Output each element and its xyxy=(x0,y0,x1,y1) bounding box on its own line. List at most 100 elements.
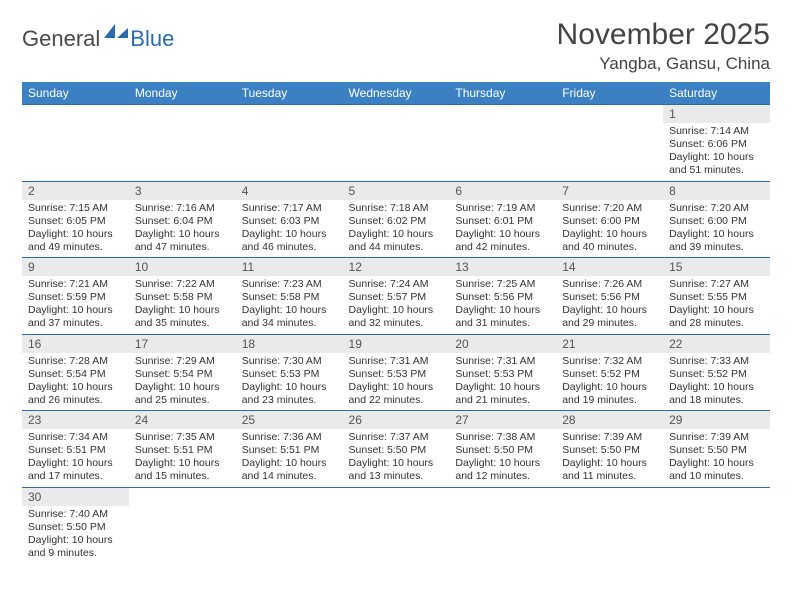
day-number-cell: 19 xyxy=(343,334,450,353)
sunrise-line: Sunrise: 7:17 AM xyxy=(242,202,337,215)
day-detail-cell: Sunrise: 7:18 AMSunset: 6:02 PMDaylight:… xyxy=(343,200,450,258)
sunrise-line: Sunrise: 7:16 AM xyxy=(135,202,230,215)
day-number-cell: 21 xyxy=(556,334,663,353)
day-detail-cell: Sunrise: 7:33 AMSunset: 5:52 PMDaylight:… xyxy=(663,353,770,411)
sunset-line: Sunset: 5:53 PM xyxy=(349,368,444,381)
sunrise-line: Sunrise: 7:22 AM xyxy=(135,278,230,291)
daylight-line: Daylight: 10 hours and 47 minutes. xyxy=(135,228,230,254)
day-detail-cell xyxy=(236,506,343,564)
day-number-cell: 24 xyxy=(129,411,236,430)
day-number-cell: 29 xyxy=(663,411,770,430)
sunrise-line: Sunrise: 7:33 AM xyxy=(669,355,764,368)
sunset-line: Sunset: 6:05 PM xyxy=(28,215,123,228)
sunset-line: Sunset: 5:59 PM xyxy=(28,291,123,304)
day-detail-cell: Sunrise: 7:37 AMSunset: 5:50 PMDaylight:… xyxy=(343,429,450,487)
detail-row: Sunrise: 7:28 AMSunset: 5:54 PMDaylight:… xyxy=(22,353,770,411)
day-detail-cell: Sunrise: 7:27 AMSunset: 5:55 PMDaylight:… xyxy=(663,276,770,334)
day-number-cell xyxy=(449,487,556,506)
day-number-cell xyxy=(449,105,556,124)
day-number-cell: 18 xyxy=(236,334,343,353)
sunset-line: Sunset: 6:02 PM xyxy=(349,215,444,228)
day-number-cell: 28 xyxy=(556,411,663,430)
day-header: Tuesday xyxy=(236,82,343,105)
day-detail-cell: Sunrise: 7:40 AMSunset: 5:50 PMDaylight:… xyxy=(22,506,129,564)
day-number-cell xyxy=(129,487,236,506)
sunrise-line: Sunrise: 7:29 AM xyxy=(135,355,230,368)
day-detail-cell: Sunrise: 7:20 AMSunset: 6:00 PMDaylight:… xyxy=(663,200,770,258)
sunrise-line: Sunrise: 7:34 AM xyxy=(28,431,123,444)
daylight-line: Daylight: 10 hours and 51 minutes. xyxy=(669,151,764,177)
day-number-cell: 20 xyxy=(449,334,556,353)
day-number-cell: 27 xyxy=(449,411,556,430)
day-number-cell xyxy=(663,487,770,506)
day-header: Wednesday xyxy=(343,82,450,105)
daylight-line: Daylight: 10 hours and 39 minutes. xyxy=(669,228,764,254)
day-detail-cell: Sunrise: 7:31 AMSunset: 5:53 PMDaylight:… xyxy=(449,353,556,411)
daylight-line: Daylight: 10 hours and 15 minutes. xyxy=(135,457,230,483)
day-number-cell xyxy=(22,105,129,124)
sunrise-line: Sunrise: 7:14 AM xyxy=(669,125,764,138)
day-detail-cell: Sunrise: 7:38 AMSunset: 5:50 PMDaylight:… xyxy=(449,429,556,487)
sunset-line: Sunset: 5:56 PM xyxy=(455,291,550,304)
day-detail-cell: Sunrise: 7:29 AMSunset: 5:54 PMDaylight:… xyxy=(129,353,236,411)
day-detail-cell xyxy=(449,506,556,564)
sunset-line: Sunset: 5:51 PM xyxy=(242,444,337,457)
daynum-row: 2345678 xyxy=(22,181,770,200)
daylight-line: Daylight: 10 hours and 21 minutes. xyxy=(455,381,550,407)
day-detail-cell: Sunrise: 7:31 AMSunset: 5:53 PMDaylight:… xyxy=(343,353,450,411)
day-number-cell: 13 xyxy=(449,258,556,277)
sunset-line: Sunset: 5:50 PM xyxy=(28,521,123,534)
day-number-cell: 3 xyxy=(129,181,236,200)
sunrise-line: Sunrise: 7:28 AM xyxy=(28,355,123,368)
day-number-cell xyxy=(129,105,236,124)
detail-row: Sunrise: 7:40 AMSunset: 5:50 PMDaylight:… xyxy=(22,506,770,564)
daylight-line: Daylight: 10 hours and 40 minutes. xyxy=(562,228,657,254)
daylight-line: Daylight: 10 hours and 19 minutes. xyxy=(562,381,657,407)
sunset-line: Sunset: 6:00 PM xyxy=(669,215,764,228)
sunset-line: Sunset: 5:51 PM xyxy=(28,444,123,457)
day-detail-cell: Sunrise: 7:17 AMSunset: 6:03 PMDaylight:… xyxy=(236,200,343,258)
sunset-line: Sunset: 5:52 PM xyxy=(562,368,657,381)
day-detail-cell: Sunrise: 7:24 AMSunset: 5:57 PMDaylight:… xyxy=(343,276,450,334)
sunrise-line: Sunrise: 7:18 AM xyxy=(349,202,444,215)
sunrise-line: Sunrise: 7:23 AM xyxy=(242,278,337,291)
day-detail-cell xyxy=(556,123,663,181)
day-detail-cell: Sunrise: 7:15 AMSunset: 6:05 PMDaylight:… xyxy=(22,200,129,258)
day-detail-cell xyxy=(663,506,770,564)
day-header: Thursday xyxy=(449,82,556,105)
sunset-line: Sunset: 5:50 PM xyxy=(349,444,444,457)
sunrise-line: Sunrise: 7:27 AM xyxy=(669,278,764,291)
sunset-line: Sunset: 5:52 PM xyxy=(669,368,764,381)
detail-row: Sunrise: 7:21 AMSunset: 5:59 PMDaylight:… xyxy=(22,276,770,334)
sunset-line: Sunset: 6:01 PM xyxy=(455,215,550,228)
day-number-cell: 15 xyxy=(663,258,770,277)
daylight-line: Daylight: 10 hours and 26 minutes. xyxy=(28,381,123,407)
sunrise-line: Sunrise: 7:25 AM xyxy=(455,278,550,291)
daylight-line: Daylight: 10 hours and 10 minutes. xyxy=(669,457,764,483)
sunrise-line: Sunrise: 7:36 AM xyxy=(242,431,337,444)
sunrise-line: Sunrise: 7:39 AM xyxy=(669,431,764,444)
detail-row: Sunrise: 7:14 AMSunset: 6:06 PMDaylight:… xyxy=(22,123,770,181)
sunset-line: Sunset: 5:58 PM xyxy=(135,291,230,304)
daynum-row: 23242526272829 xyxy=(22,411,770,430)
daylight-line: Daylight: 10 hours and 46 minutes. xyxy=(242,228,337,254)
sunset-line: Sunset: 5:51 PM xyxy=(135,444,230,457)
daylight-line: Daylight: 10 hours and 25 minutes. xyxy=(135,381,230,407)
daylight-line: Daylight: 10 hours and 44 minutes. xyxy=(349,228,444,254)
day-detail-cell: Sunrise: 7:23 AMSunset: 5:58 PMDaylight:… xyxy=(236,276,343,334)
month-title: November 2025 xyxy=(557,18,770,52)
sunrise-line: Sunrise: 7:39 AM xyxy=(562,431,657,444)
day-number-cell xyxy=(556,487,663,506)
day-detail-cell: Sunrise: 7:36 AMSunset: 5:51 PMDaylight:… xyxy=(236,429,343,487)
sunrise-line: Sunrise: 7:38 AM xyxy=(455,431,550,444)
day-detail-cell: Sunrise: 7:19 AMSunset: 6:01 PMDaylight:… xyxy=(449,200,556,258)
day-detail-cell: Sunrise: 7:32 AMSunset: 5:52 PMDaylight:… xyxy=(556,353,663,411)
sail-icon xyxy=(104,22,130,45)
daylight-line: Daylight: 10 hours and 13 minutes. xyxy=(349,457,444,483)
day-detail-cell xyxy=(449,123,556,181)
sunrise-line: Sunrise: 7:37 AM xyxy=(349,431,444,444)
sunrise-line: Sunrise: 7:32 AM xyxy=(562,355,657,368)
day-number-cell: 12 xyxy=(343,258,450,277)
logo-text-general: General xyxy=(22,26,100,52)
day-number-cell xyxy=(343,487,450,506)
